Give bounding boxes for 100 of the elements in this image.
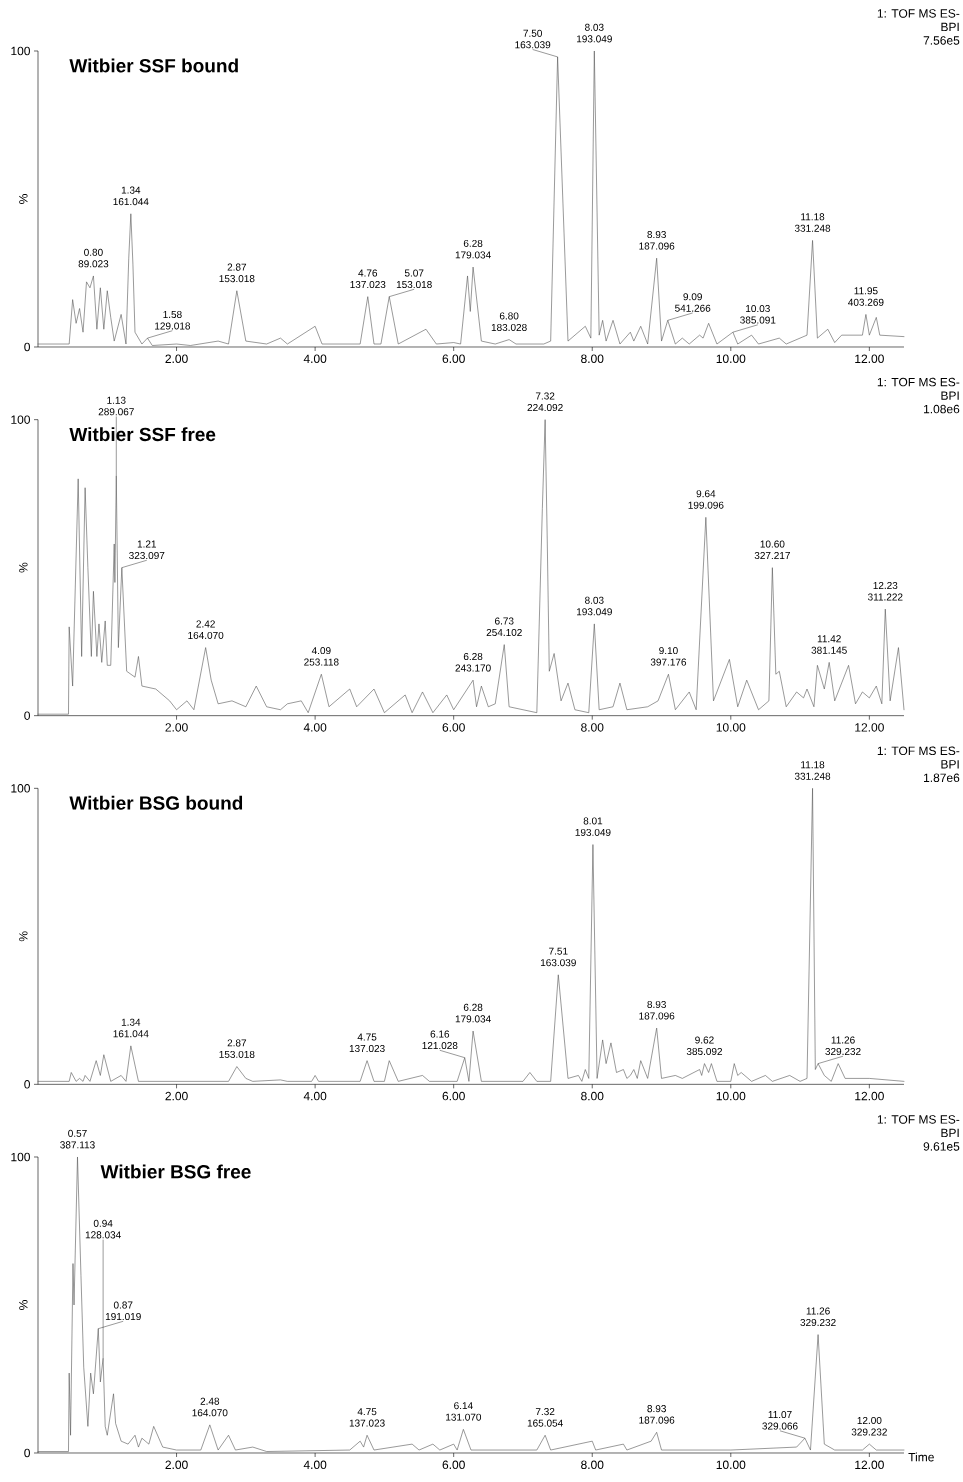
text: 1: TOF MS ES- [877,746,960,756]
annotation: 10.03 385.091 [740,305,776,324]
x-tick-label: 12.00 [855,723,884,732]
chart-title: Witbier BSG free [100,1164,251,1179]
text: BPI [941,760,959,769]
y-tick-label: 0 [24,1448,30,1458]
annotation: 11.95 403.269 [848,287,884,306]
x-tick-label: 4.00 [303,1091,327,1101]
x-tick-label: 12.00 [855,1460,884,1470]
annotation: 6.28 179.034 [455,239,491,259]
x-tick-label: 6.00 [442,354,465,364]
y-axis-title: % [19,1300,28,1310]
annotation: 12.23 311.222 [867,581,903,601]
annotation: 4.09 253.118 [304,647,339,666]
annotation: 6.16 121.028 [422,1030,458,1050]
x-tick-label: 2.00 [165,1091,188,1101]
y-axis-title: % [19,194,28,204]
annotation: 8.93 187.096 [639,231,675,250]
x-tick-label: 10.00 [716,354,746,364]
line-series [37,788,905,1082]
annotation: 7.50 163.039 [515,29,551,49]
chart-title: Witbier SSF bound [69,58,238,73]
annotation: 1.34 161.044 [113,1018,149,1038]
annotation: 2.87 153.018 [219,1039,255,1058]
text: 7.56e5 [923,36,960,45]
text: 1.87e6 [924,773,960,783]
text: BPI [941,22,959,32]
annotation: 8.93 187.096 [639,1000,675,1020]
annotation: 2.87 153.018 [219,263,255,283]
annotation: 9.09 541.266 [675,293,711,312]
annotation: 9.64 199.096 [688,490,724,509]
annotation: 1.13 289.067 [98,396,134,416]
x-tick-label: 12.00 [855,1091,884,1101]
y-tick-label: 100 [11,784,30,793]
annotation: 7.32 224.092 [527,392,563,412]
annotation: 6.14 131.070 [446,1402,482,1421]
annotation: 8.01 193.049 [575,817,611,836]
x-tick-label: 4.00 [303,1460,327,1470]
x-tick-label: 8.00 [581,723,604,732]
annotation: 12.00 329.232 [851,1416,887,1436]
annotation: 0.94 128.034 [85,1219,121,1239]
annotation: 10.60 327.217 [754,540,790,560]
annotation: 8.03 193.049 [577,23,612,43]
annotation: 1.34 161.044 [113,186,149,206]
y-tick-label: 0 [24,1080,30,1089]
x-tick-label: 10.00 [716,1460,746,1470]
chart-title: Witbier SSF free [69,427,216,442]
text: 1: TOF MS ES- [877,377,960,387]
x-tick-label: 8.00 [581,1460,604,1470]
annotation: 7.51 163.039 [540,947,576,967]
x-tick-label: 6.00 [442,723,465,732]
y-axis-title: % [19,562,28,573]
annotation: 6.28 179.034 [455,1003,491,1023]
x-tick-label: 4.00 [303,354,327,364]
annotation: 4.75 137.023 [349,1408,385,1427]
annotation: 6.80 183.028 [491,312,527,331]
x-tick-label: 8.00 [581,1091,604,1101]
annotation: 5.07 153.018 [396,269,432,289]
chart-title: Witbier BSG bound [69,795,243,810]
annotation: 11.26 329.232 [825,1036,861,1056]
annotation: 2.42 164.070 [188,620,224,639]
x-axis-title: Time [908,1452,934,1462]
text: BPI [941,391,959,400]
line-series [37,419,905,715]
annotation: 8.03 193.049 [577,596,612,616]
x-tick-label: 2.00 [165,1460,188,1470]
annotation: 2.48 164.070 [192,1397,228,1417]
y-tick-label: 0 [24,711,30,720]
text: BPI [941,1128,959,1138]
y-tick-label: 100 [11,1152,30,1162]
annotation: 11.18 331.248 [794,213,831,232]
x-tick-label: 6.00 [442,1460,465,1470]
annotation: 11.07 329.066 [762,1411,798,1430]
annotation: 11.18 331.248 [794,761,831,780]
y-axis-title: % [19,931,28,942]
annotation: 0.57 387.113 [60,1129,95,1149]
annotation: 4.75 137.023 [349,1033,385,1053]
annotation: 8.93 187.096 [639,1405,675,1424]
x-tick-label: 12.00 [855,354,884,364]
y-tick-label: 100 [11,415,30,424]
annotation: 7.32 165.054 [527,1408,563,1427]
annotation: 1.21 323.097 [129,540,165,560]
annotation: 11.42 381.145 [811,635,847,654]
text: 1: TOF MS ES- [877,9,960,18]
annotation: 0.87 191.019 [105,1301,141,1321]
x-tick-label: 2.00 [165,354,188,364]
annotation: 4.76 137.023 [350,269,386,289]
annotation: 9.10 397.176 [650,647,687,666]
annotation: 6.28 243.170 [455,652,491,672]
text: 1.08e6 [924,404,960,414]
annotation: 6.73 254.102 [486,617,522,637]
x-tick-label: 10.00 [716,723,746,732]
x-tick-label: 4.00 [303,723,327,732]
y-tick-label: 0 [24,342,30,352]
annotation: 0.80 89.023 [78,248,109,268]
annotation: 1.58 129.018 [155,310,191,330]
annotation: 9.62 385.092 [686,1036,723,1056]
annotation: 11.26 329.232 [800,1307,836,1326]
y-tick-label: 100 [11,46,30,56]
x-tick-label: 10.00 [716,1091,746,1101]
